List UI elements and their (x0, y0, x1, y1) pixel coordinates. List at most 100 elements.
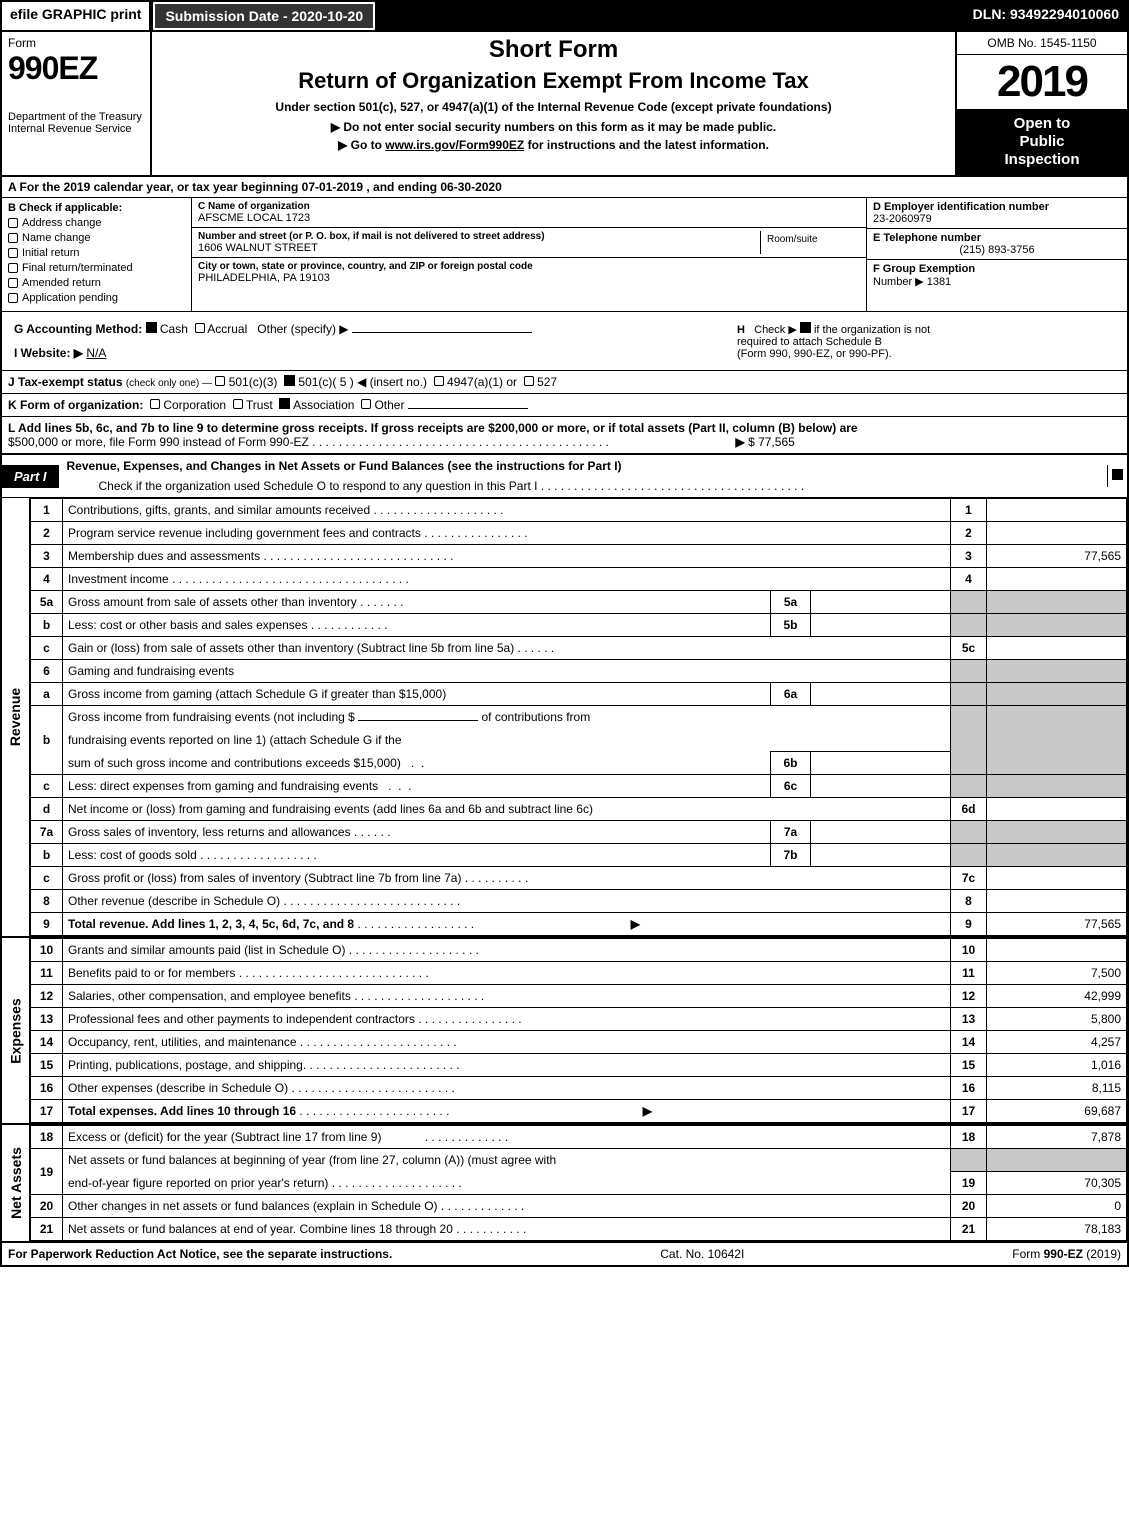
section-b: B Check if applicable: Address change Na… (2, 198, 192, 311)
l-gross-receipts: L Add lines 5b, 6c, and 7b to line 9 to … (0, 417, 1129, 453)
col-num: 13 (951, 1008, 987, 1031)
dots: . . . . . . . . . . . . . . . . . . . . (332, 1176, 632, 1190)
line-desc: Other changes in net assets or fund bala… (63, 1195, 951, 1218)
goto-instructions: ▶ Go to www.irs.gov/Form990EZ for instru… (160, 138, 947, 152)
chk-address-change[interactable]: Address change (8, 217, 185, 229)
line-num: a (31, 683, 63, 706)
line-5b: bLess: cost or other basis and sales exp… (31, 614, 1127, 637)
line-num: c (31, 775, 63, 798)
line-6c: cLess: direct expenses from gaming and f… (31, 775, 1127, 798)
city-cell: City or town, state or province, country… (192, 258, 866, 287)
line-num: 14 (31, 1031, 63, 1054)
irs-link[interactable]: www.irs.gov/Form990EZ (385, 138, 524, 152)
line-num: b (31, 706, 63, 775)
checkbox-icon[interactable] (233, 399, 243, 409)
amount: 77,565 (987, 913, 1127, 936)
net-assets-table: 18Excess or (deficit) for the year (Subt… (30, 1125, 1127, 1241)
line-num: b (31, 844, 63, 867)
amount: 7,500 (987, 962, 1127, 985)
j-label: J Tax-exempt status (8, 375, 123, 389)
line-6: 6Gaming and fundraising events (31, 660, 1127, 683)
net-assets-label: Net Assets (8, 1147, 24, 1219)
line-desc: Excess or (deficit) for the year (Subtra… (63, 1126, 951, 1149)
room-suite: Room/suite (760, 231, 860, 254)
checked-icon: ✔ (1112, 469, 1123, 480)
amount-grey (987, 614, 1127, 637)
checkbox-icon (8, 248, 18, 258)
dept-treasury: Department of the Treasury (8, 111, 144, 123)
desc-text: Gross amount from sale of assets other t… (68, 595, 357, 609)
chk-name-change[interactable]: Name change (8, 232, 185, 244)
line-14: 14Occupancy, rent, utilities, and mainte… (31, 1031, 1127, 1054)
line-15: 15Printing, publications, postage, and s… (31, 1054, 1127, 1077)
k-o4: Other (374, 398, 404, 412)
addr-cell: Number and street (or P. O. box, if mail… (192, 228, 866, 258)
line-desc: fundraising events reported on line 1) (… (63, 729, 951, 752)
dots: . . . . . . . (360, 595, 460, 609)
line-num: 1 (31, 499, 63, 522)
sub-num: 7b (771, 844, 811, 867)
chk-label: Address change (22, 217, 102, 229)
chk-initial-return[interactable]: Initial return (8, 247, 185, 259)
h-t3: required to attach Schedule B (737, 336, 882, 348)
line-num: 8 (31, 890, 63, 913)
checkbox-icon (8, 233, 18, 243)
revenue-section: Revenue 1Contributions, gifts, grants, a… (0, 498, 1129, 936)
line-desc: Net assets or fund balances at end of ye… (63, 1218, 951, 1241)
chk-pending[interactable]: Application pending (8, 292, 185, 304)
chk-amended[interactable]: Amended return (8, 277, 185, 289)
desc-text: Gross income from fundraising events (no… (68, 710, 355, 724)
line-3: 3Membership dues and assessments . . . .… (31, 545, 1127, 568)
tel-label: E Telephone number (873, 232, 1121, 244)
open-to-public: Open to Public Inspection (957, 109, 1127, 175)
col-grey (951, 775, 987, 798)
amount (987, 637, 1127, 660)
checkbox-icon[interactable] (195, 323, 205, 333)
checkbox-icon[interactable] (361, 399, 371, 409)
desc-text: Net assets or fund balances at end of ye… (68, 1222, 453, 1236)
open-l3: Inspection (961, 151, 1123, 169)
street-address: 1606 WALNUT STREET (198, 242, 760, 254)
col-num: 12 (951, 985, 987, 1008)
dots: . . . . . . . . . . . . . . . . (424, 526, 664, 540)
efile-print[interactable]: efile GRAPHIC print (2, 2, 149, 30)
line-6d: dNet income or (loss) from gaming and fu… (31, 798, 1127, 821)
line-desc: Net assets or fund balances at beginning… (63, 1149, 951, 1172)
sub-val (811, 752, 951, 775)
amount: 8,115 (987, 1077, 1127, 1100)
sub-val (811, 591, 951, 614)
line-5c: cGain or (loss) from sale of assets othe… (31, 637, 1127, 660)
desc-text: Less: cost or other basis and sales expe… (68, 618, 307, 632)
dots: . . . . . . . . . . . . . . . . (418, 1012, 648, 1026)
checkbox-icon[interactable] (150, 399, 160, 409)
col-grey (951, 660, 987, 683)
line-num: 16 (31, 1077, 63, 1100)
desc-text: Total expenses. Add lines 10 through 16 (68, 1104, 296, 1118)
line-10: 10Grants and similar amounts paid (list … (31, 939, 1127, 962)
chk-label: Initial return (22, 247, 79, 259)
ein-cell: D Employer identification number 23-2060… (867, 198, 1127, 229)
checkbox-icon[interactable] (215, 376, 225, 386)
line-11: 11Benefits paid to or for members . . . … (31, 962, 1127, 985)
checkbox-icon[interactable] (524, 376, 534, 386)
amount (987, 867, 1127, 890)
amount: 1,016 (987, 1054, 1127, 1077)
city-label: City or town, state or province, country… (198, 261, 860, 272)
amount: 0 (987, 1195, 1127, 1218)
line-5a: 5aGross amount from sale of assets other… (31, 591, 1127, 614)
sub-val (811, 844, 951, 867)
part1-tag: Part I (2, 465, 59, 488)
line-desc: Salaries, other compensation, and employ… (63, 985, 951, 1008)
part1-title: Revenue, Expenses, and Changes in Net As… (59, 455, 1107, 477)
dots: . . . . . . . . . . . . . . . . . . (200, 848, 470, 862)
checkbox-icon[interactable] (434, 376, 444, 386)
checkbox-icon (8, 278, 18, 288)
chk-final-return[interactable]: Final return/terminated (8, 262, 185, 274)
g-label: G Accounting Method: (14, 322, 142, 336)
line-num: 13 (31, 1008, 63, 1031)
c-name-label: C Name of organization (198, 201, 860, 212)
line-desc: Gain or (loss) from sale of assets other… (63, 637, 951, 660)
col-num: 18 (951, 1126, 987, 1149)
line-19: 19Net assets or fund balances at beginni… (31, 1149, 1127, 1172)
amount: 78,183 (987, 1218, 1127, 1241)
